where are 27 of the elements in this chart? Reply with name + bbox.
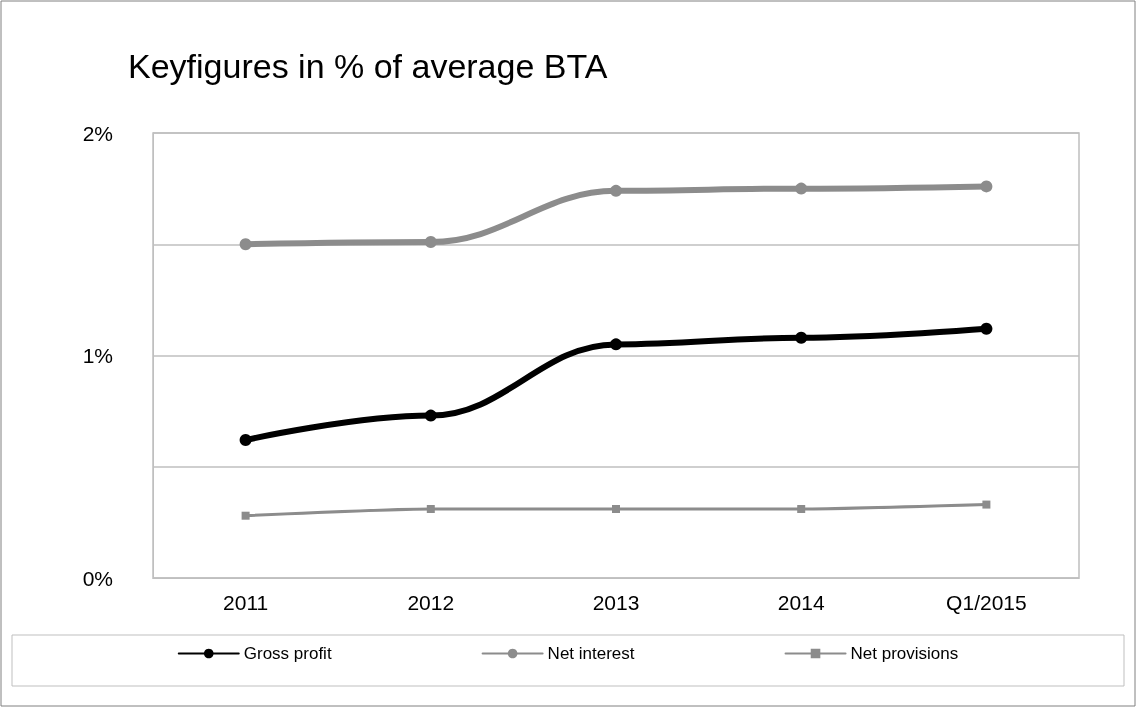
point	[795, 182, 808, 195]
point	[239, 434, 252, 447]
y-tick-label: 1%	[82, 344, 113, 367]
point	[980, 180, 993, 193]
y-tick-label: 2%	[82, 121, 113, 145]
legend-label: Gross profit	[243, 644, 332, 663]
y-tick-label: 0%	[82, 566, 113, 590]
point	[610, 184, 622, 197]
legend-label: Net provisions	[850, 644, 959, 663]
x-tick-label: 2013	[592, 591, 640, 614]
point	[424, 409, 437, 422]
point	[797, 505, 806, 514]
x-tick-label: Q1/2015	[946, 591, 1027, 614]
point	[424, 236, 437, 249]
legend-label: Net interest	[547, 644, 635, 663]
x-tick-label: 2012	[407, 591, 455, 614]
point	[426, 505, 435, 514]
chart-title: Keyfigures in % of average BTA	[128, 47, 608, 85]
point	[980, 322, 993, 335]
point	[610, 338, 622, 351]
x-tick-label: 2011	[223, 591, 269, 614]
point	[982, 500, 991, 509]
point	[612, 505, 620, 514]
point	[795, 331, 808, 344]
point	[239, 238, 252, 251]
point	[241, 511, 250, 520]
x-tick-label: 2014	[777, 591, 825, 614]
